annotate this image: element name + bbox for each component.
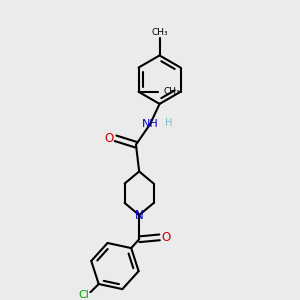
Text: N: N — [135, 208, 143, 222]
Text: NH: NH — [142, 119, 158, 129]
Text: H: H — [165, 118, 173, 128]
Text: Cl: Cl — [79, 290, 89, 300]
Text: O: O — [105, 132, 114, 145]
Text: CH₃: CH₃ — [164, 87, 180, 96]
Text: O: O — [161, 231, 171, 244]
Text: CH₃: CH₃ — [151, 28, 168, 37]
